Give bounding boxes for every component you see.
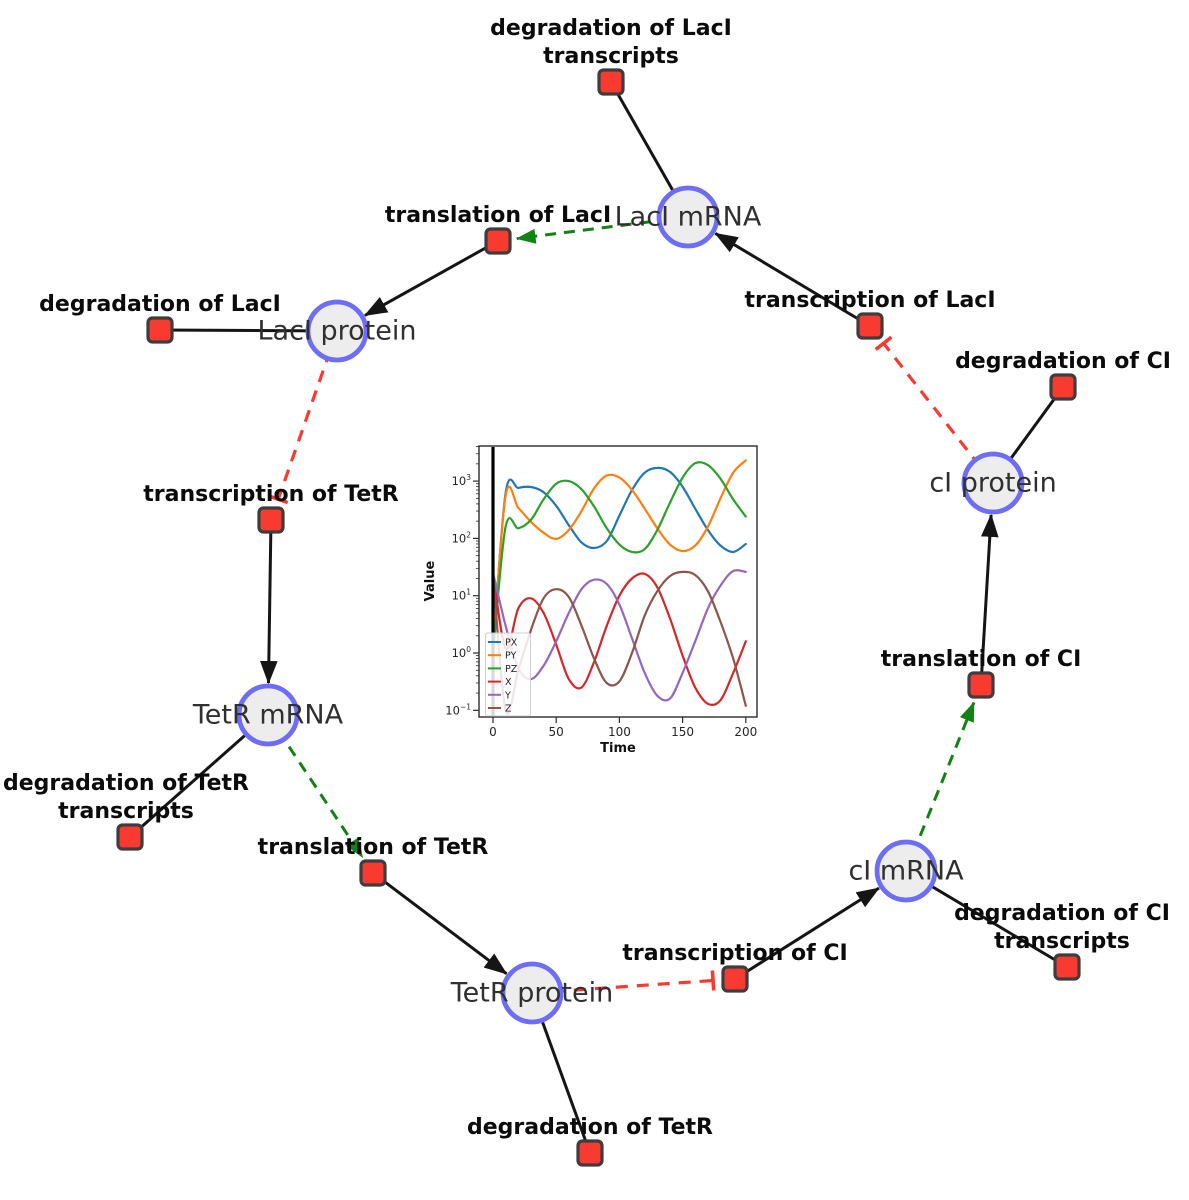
nodes-layer [116,68,1081,1167]
species-label-ci-protein: cI protein [929,468,1056,499]
reaction-label-deg-ci-tx: transcripts [994,929,1130,954]
x-tick-label: 200 [734,725,757,739]
legend-label-X: X [505,677,512,688]
reaction-node-deg-tetr [576,1139,604,1167]
species-label-laci-protein: LacI protein [258,316,417,347]
series-PX [491,466,747,655]
legend-label-PX: PX [505,638,518,649]
reaction-node-deg-ci-tx [1053,953,1081,981]
species-node-tetr-protein [500,961,564,1025]
reaction-label-tsc-tetr: transcription of TetR [143,482,399,507]
reaction-label-deg-tetr-tx: transcripts [58,799,194,824]
species-label-laci-mrna: LacI mRNA [615,202,762,233]
y-tick-label: 10−1 [445,702,471,717]
reaction-node-tsl-ci [967,671,995,699]
reaction-node-deg-tetr-tx [116,823,144,851]
series-X [491,571,747,707]
labels-layer: degradation of LacI transcripts translatio… [3,16,1171,1140]
reaction-label-deg-laci-tx: transcripts [543,44,679,69]
series-PY [491,459,747,655]
reaction-label-deg-ci: degradation of CI [955,349,1171,374]
species-label-ci-mrna: cI mRNA [848,856,964,887]
species-label-tetr-protein: TetR protein [450,978,613,1009]
x-tick-label: 50 [549,725,564,739]
edge-product-tsl-tetr-tetr-protein [372,871,508,975]
y-tick-label: 101 [452,588,472,603]
reaction-label-tsl-tetr: translation of TetR [258,835,489,860]
reaction-label-deg-laci: degradation of LacI [39,292,281,317]
y-axis-label: Value [423,560,438,601]
series-PZ [491,461,747,655]
reaction-label-tsc-laci: transcription of LacI [744,288,995,313]
species-node-laci-protein [305,299,369,363]
y-tick-label: 103 [452,473,472,488]
reaction-label-tsc-ci: transcription of CI [622,941,847,966]
legend-label-PZ: PZ [505,664,518,675]
species-node-tetr-mrna [236,683,300,747]
chart-generated: 10−1 100 101 102 103 0 50 100 150 200 PX PY PZ XYZ [445,445,758,739]
edge-product-tsc-laci-laci-mrna [714,232,871,328]
reaction-node-deg-ci [1049,373,1077,401]
species-label-tetr-mrna: TetR mRNA [192,700,344,731]
legend-label-PY: PY [505,651,517,662]
x-tick-label: 0 [489,725,497,739]
reaction-label-deg-tetr-tx: degradation of TetR [3,771,249,796]
y-tick-label: 102 [452,530,472,545]
series-Z [491,570,747,715]
edge-product-tsl-ci-ci-protein [979,513,999,686]
reaction-node-tsl-laci [484,227,512,255]
reaction-node-deg-laci [146,316,174,344]
species-node-laci-mrna [656,185,720,249]
edge-product-tsc-tetr-tetr-mrna [260,519,278,685]
species-node-ci-mrna [874,839,938,903]
edge-product-tsl-laci-laci-protein [363,239,499,317]
reaction-node-tsl-tetr [359,859,387,887]
reaction-label-deg-ci-tx: degradation of CI [954,901,1170,926]
reaction-node-tsc-ci [721,965,749,993]
y-tick-label: 100 [452,645,472,660]
x-axis-label: Time [600,741,636,756]
reaction-label-deg-tetr: degradation of TetR [467,1115,713,1140]
series-Y [491,569,747,702]
species-node-ci-protein [961,451,1025,515]
edge-product-tsc-ci-ci-mrna [734,886,880,981]
legend-label-Y: Y [504,690,511,701]
inset-chart: 10−1 100 101 102 103 0 50 100 150 200 PX PY PZ XYZ Ti… [423,445,758,756]
reaction-label-tsl-ci: translation of CI [881,647,1082,672]
reaction-node-deg-laci-tx [597,68,625,96]
legend-label-Z: Z [505,704,512,715]
x-tick-label: 150 [671,725,694,739]
chart-frame [478,445,758,718]
reaction-label-deg-laci-tx: degradation of LacI [490,16,732,41]
reaction-label-tsl-laci: translation of LacI [385,203,611,228]
x-tick-label: 100 [608,725,631,739]
reaction-node-tsc-laci [856,312,884,340]
reaction-node-tsc-tetr [257,506,285,534]
